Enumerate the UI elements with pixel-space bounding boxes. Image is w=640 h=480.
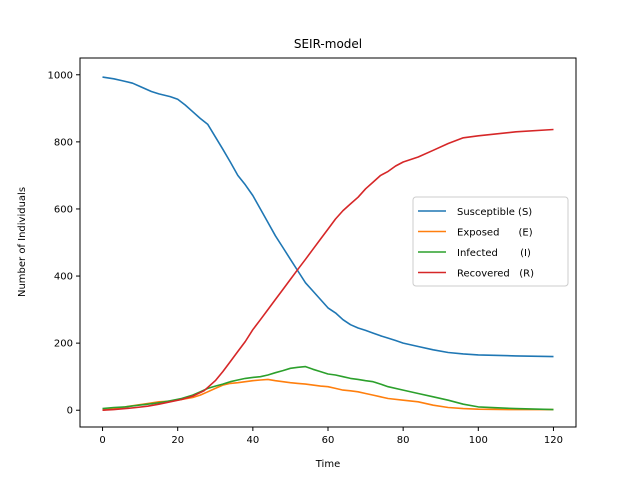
x-tick-label: 100 (469, 435, 488, 446)
x-tick-label: 120 (544, 435, 563, 446)
y-tick-label: 800 (54, 137, 73, 148)
y-axis-label: Number of Individuals (17, 187, 28, 297)
series-line-recovered (102, 128, 554, 411)
chart-title: SEIR-model (294, 37, 362, 51)
legend-box (412, 196, 569, 287)
legend: Susceptible (S) Exposed (E) Infected (I) Re… (412, 196, 569, 287)
y-tick-label: 400 (54, 272, 73, 283)
y-tick-label: 0 (67, 406, 73, 417)
series-group (102, 76, 554, 411)
x-tick-label: 0 (99, 435, 105, 446)
y-tick-label: 600 (54, 204, 73, 215)
x-tick-label: 80 (397, 435, 410, 446)
legend-label-susceptible: Susceptible (S) (457, 207, 532, 218)
x-axis-label: Time (315, 459, 340, 470)
x-tick-label: 20 (171, 435, 184, 446)
y-axis-ticks: 0 200 400 600 800 1000 (48, 70, 80, 417)
legend-label-infected: Infected (I) (457, 248, 531, 259)
legend-label-exposed: Exposed (E) (457, 228, 533, 239)
series-line-susceptible (102, 76, 554, 358)
x-axis-ticks: 0 20 40 60 80 100 120 (99, 427, 563, 446)
series-line-infected (102, 365, 554, 411)
plot-area (79, 57, 577, 428)
x-tick-label: 40 (246, 435, 259, 446)
y-tick-label: 1000 (48, 70, 73, 81)
legend-label-recovered: Recovered (R) (457, 269, 534, 280)
y-tick-label: 200 (54, 339, 73, 350)
x-tick-label: 60 (322, 435, 335, 446)
